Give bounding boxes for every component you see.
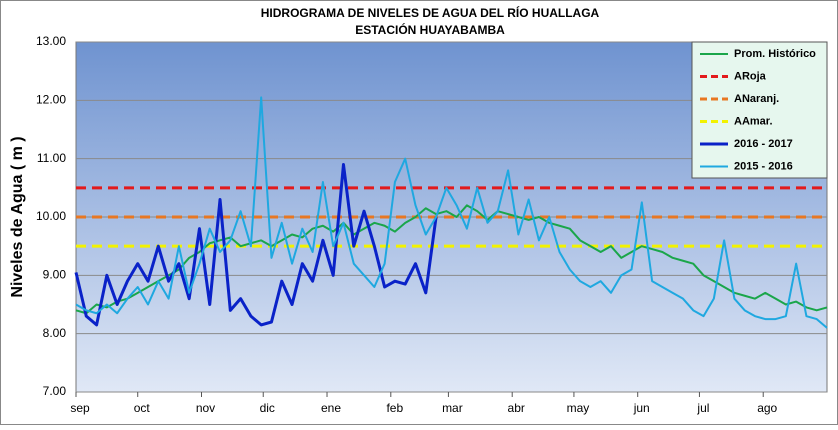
x-tick-label: ene [321,401,341,415]
series-line [74,163,438,327]
y-tick-label: 12.00 [36,93,66,107]
x-tick-label: nov [196,401,215,415]
y-axis-label: Niveles de Agua ( m ) [9,136,26,297]
x-tick-label: mar [442,401,463,415]
x-tick-label: abr [508,401,525,415]
legend-label: 2016 - 2017 [734,138,793,150]
y-tick-label: 7.00 [43,384,67,398]
y-tick-label: 10.00 [36,209,66,223]
legend-label: Prom. Histórico [734,48,816,60]
chart-title: HIDROGRAMA DE NIVELES DE AGUA DEL RÍO HU… [261,5,600,20]
x-tick-label: ago [757,401,777,415]
x-tick-label: dic [260,401,275,415]
x-tick-label: jun [633,401,650,415]
y-tick-label: 13.00 [36,34,66,48]
legend-box [691,41,828,179]
x-tick-label: jul [696,401,709,415]
series-line [75,96,828,329]
chart-subtitle: ESTACIÓN HUAYABAMBA [355,22,505,37]
y-tick-label: 9.00 [43,268,67,282]
y-tick-label: 11.00 [37,151,66,165]
x-tick-label: oct [134,401,151,415]
x-tick-label: feb [386,401,403,415]
x-tick-label: sep [70,401,90,415]
legend-label: ARoja [734,70,767,82]
y-tick-label: 8.00 [43,326,67,340]
legend-label: ANaranj. [734,93,779,105]
legend-label: AAmar. [734,115,773,127]
x-tick-label: may [567,401,590,415]
legend-label: 2015 - 2016 [734,160,793,172]
